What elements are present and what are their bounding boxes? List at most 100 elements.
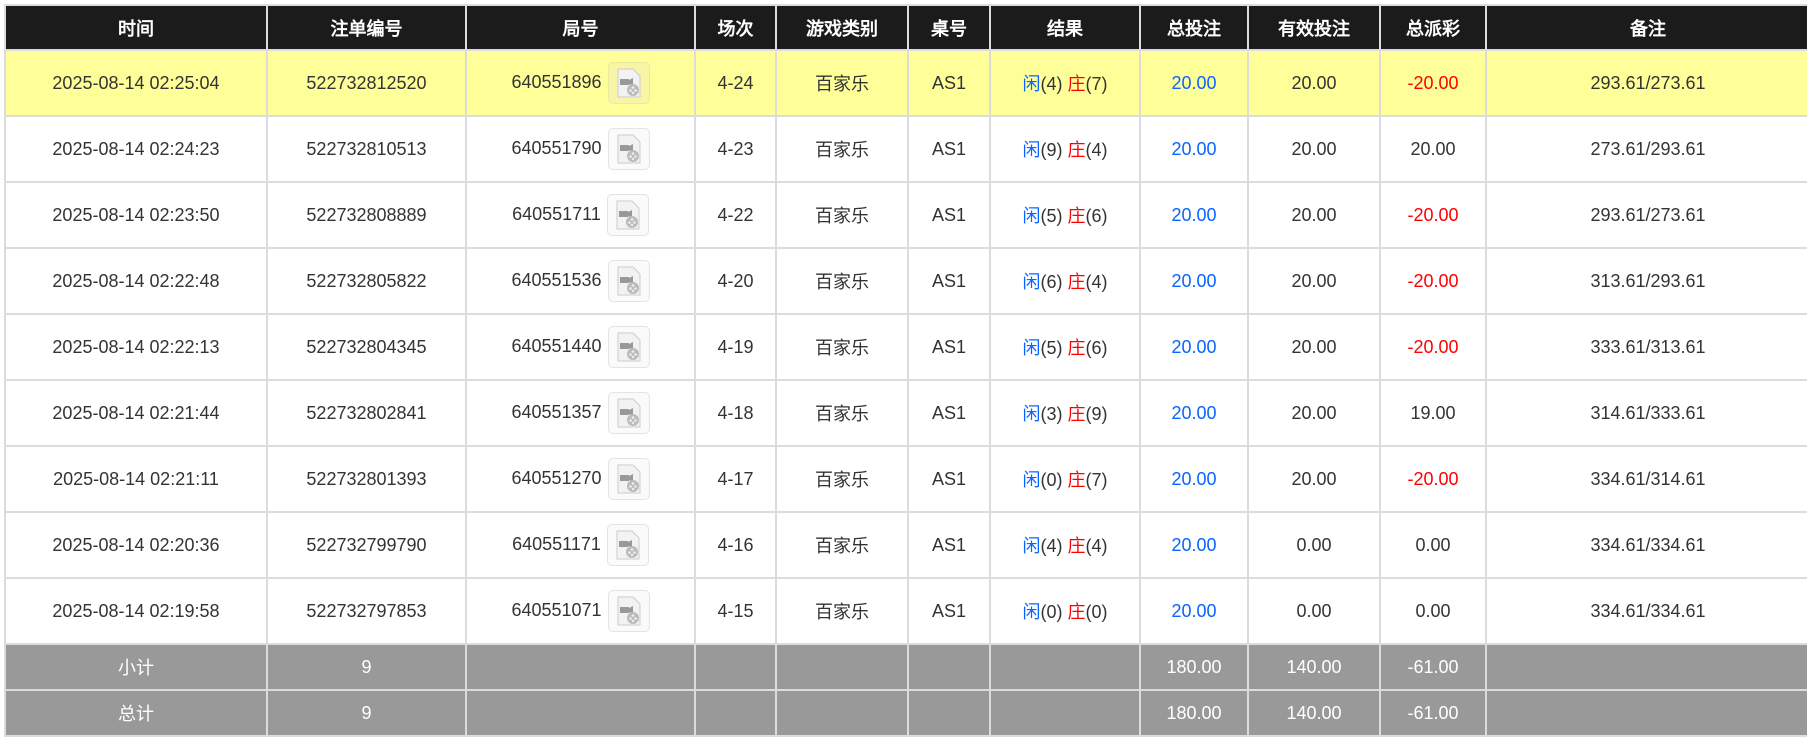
bet-id-cell: 522732810513 [266,115,467,183]
summary-total-bet: 180.00 [1139,643,1249,691]
table-no-cell: AS1 [907,49,991,117]
player-score: (9) [1040,140,1063,160]
total-bet-cell: 20.00 [1139,577,1249,645]
total-bet-cell: 20.00 [1139,445,1249,513]
round-number: 640551790 [511,137,602,158]
banker-score: (4) [1085,140,1108,160]
time-cell: 2025-08-14 02:25:04 [4,49,268,117]
valid-bet-cell: 20.00 [1247,49,1381,117]
round-cell: 640551071 [465,577,696,645]
shoe-cell: 4-19 [694,313,777,381]
banker-score: (0) [1085,602,1108,622]
bet-id-cell: 522732812520 [266,49,467,117]
result-cell: 闲(6) 庄(4) [989,247,1141,315]
player-label: 闲 [1022,206,1041,226]
player-label: 闲 [1022,536,1041,556]
remark-cell: 293.61/273.61 [1485,181,1807,249]
table-row: 2025-08-14 02:21:11 522732801393 640551270… [4,445,1807,513]
player-score: (5) [1040,338,1063,358]
player-score: (4) [1040,536,1063,556]
player-label: 闲 [1022,272,1041,292]
total-bet-cell: 20.00 [1139,511,1249,579]
header-round: 局号 [465,4,696,51]
game-type-cell: 百家乐 [775,577,909,645]
empty-cell [907,689,991,737]
player-score: (0) [1040,470,1063,490]
total-bet-cell: 20.00 [1139,115,1249,183]
round-cell: 640551711 [465,181,696,249]
header-bet-id: 注单编号 [266,4,467,51]
remark-cell: 334.61/334.61 [1485,577,1807,645]
header-payout: 总派彩 [1379,4,1487,51]
bet-id-cell: 522732797853 [266,577,467,645]
table-row: 2025-08-14 02:22:13 522732804345 640551440… [4,313,1807,381]
player-score: (6) [1040,272,1063,292]
remark-cell: 273.61/293.61 [1485,115,1807,183]
header-valid-bet: 有效投注 [1247,4,1381,51]
game-type-cell: 百家乐 [775,247,909,315]
total-row: 总计 9 180.00 140.00 -61.00 [4,689,1807,737]
table-no-cell: AS1 [907,445,991,513]
table-row: 2025-08-14 02:20:36 522732799790 640551171… [4,511,1807,579]
table-row: 2025-08-14 02:23:50 522732808889 640551711… [4,181,1807,249]
video-replay-icon[interactable] [607,590,650,632]
empty-cell [465,643,696,691]
round-cell: 640551440 [465,313,696,381]
banker-score: (4) [1085,272,1108,292]
round-cell: 640551171 [465,511,696,579]
table-no-cell: AS1 [907,181,991,249]
time-cell: 2025-08-14 02:22:13 [4,313,268,381]
payout-cell: 19.00 [1379,379,1487,447]
valid-bet-cell: 20.00 [1247,379,1381,447]
round-cell: 640551790 [465,115,696,183]
banker-score: (6) [1085,206,1108,226]
empty-cell [775,643,909,691]
banker-score: (7) [1085,74,1108,94]
empty-cell [775,689,909,737]
bet-id-cell: 522732808889 [266,181,467,249]
video-replay-icon[interactable] [607,458,650,500]
round-cell: 640551536 [465,247,696,315]
round-cell: 640551270 [465,445,696,513]
empty-cell [1485,643,1807,691]
total-bet-cell: 20.00 [1139,181,1249,249]
banker-label: 庄 [1067,404,1086,424]
bet-records-table: 时间 注单编号 局号 场次 游戏类别 桌号 结果 总投注 有效投注 总派彩 备注 2025-08-1… [4,4,1807,737]
empty-cell [989,689,1141,737]
video-replay-icon[interactable] [607,260,650,302]
payout-cell: -20.00 [1379,247,1487,315]
remark-cell: 334.61/314.61 [1485,445,1807,513]
shoe-cell: 4-23 [694,115,777,183]
empty-cell [694,689,777,737]
game-type-cell: 百家乐 [775,379,909,447]
banker-label: 庄 [1067,74,1086,94]
summary-label: 总计 [4,689,268,737]
shoe-cell: 4-24 [694,49,777,117]
header-table-no: 桌号 [907,4,991,51]
video-replay-icon[interactable] [607,392,650,434]
player-score: (0) [1040,602,1063,622]
banker-score: (6) [1085,338,1108,358]
summary-total-bet: 180.00 [1139,689,1249,737]
video-replay-icon[interactable] [607,326,650,368]
result-cell: 闲(0) 庄(0) [989,577,1141,645]
game-type-cell: 百家乐 [775,511,909,579]
shoe-cell: 4-15 [694,577,777,645]
video-replay-icon[interactable] [607,128,650,170]
video-replay-icon[interactable] [606,194,649,236]
video-replay-icon[interactable] [606,524,649,566]
video-replay-icon[interactable] [607,62,650,104]
player-label: 闲 [1022,140,1041,160]
bet-id-cell: 522732802841 [266,379,467,447]
round-number: 640551711 [512,203,601,224]
summary-valid-bet: 140.00 [1247,643,1381,691]
empty-cell [1485,689,1807,737]
payout-cell: 20.00 [1379,115,1487,183]
total-bet-cell: 20.00 [1139,49,1249,117]
player-score: (5) [1040,206,1063,226]
table-row: 2025-08-14 02:19:58 522732797853 640551071… [4,577,1807,645]
summary-payout: -61.00 [1379,643,1487,691]
total-bet-cell: 20.00 [1139,313,1249,381]
banker-score: (7) [1085,470,1108,490]
game-type-cell: 百家乐 [775,313,909,381]
